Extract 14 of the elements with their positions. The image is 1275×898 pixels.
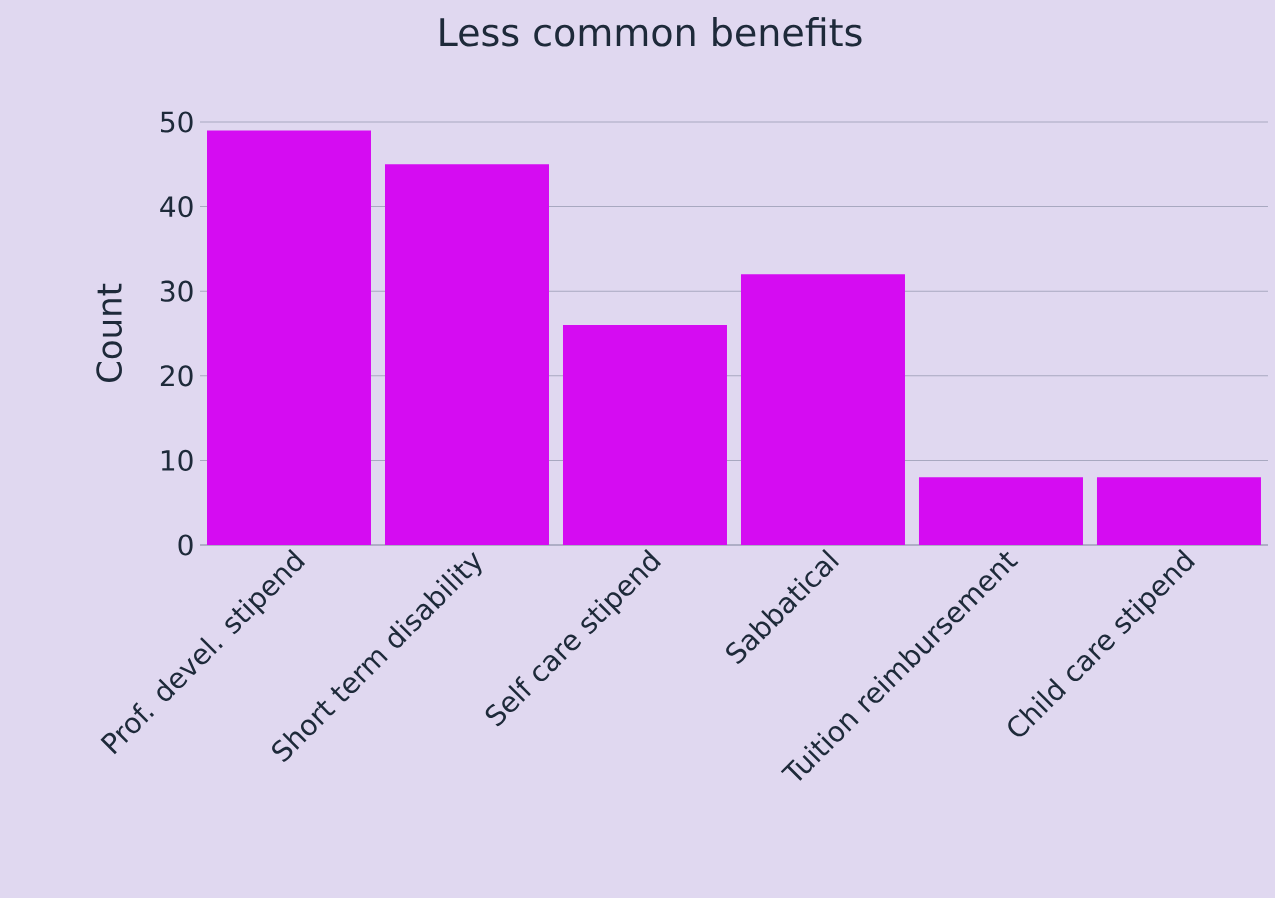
y-tick-label: 10 bbox=[161, 449, 193, 471]
bar bbox=[740, 274, 905, 545]
y-tick-label: 30 bbox=[160, 280, 193, 302]
y-tick-label: 0 bbox=[178, 534, 193, 556]
bar bbox=[384, 164, 549, 545]
chart-title: Less common benefits bbox=[440, 17, 862, 47]
y-tick-label: 50 bbox=[161, 111, 193, 133]
bar bbox=[918, 477, 1083, 545]
y-axis-title: Count bbox=[96, 283, 122, 383]
bar bbox=[207, 130, 371, 545]
bar bbox=[562, 325, 727, 545]
bar bbox=[1096, 477, 1261, 545]
y-tick-label: 20 bbox=[160, 365, 193, 387]
y-tick-label: 40 bbox=[160, 196, 193, 218]
